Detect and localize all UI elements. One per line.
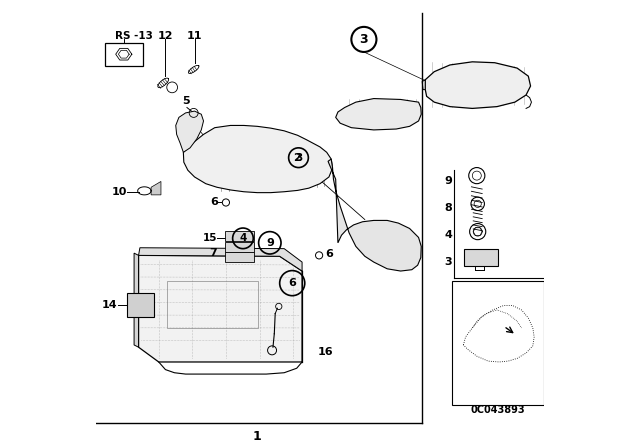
FancyBboxPatch shape (127, 293, 154, 317)
Text: 6: 6 (288, 278, 296, 288)
Polygon shape (328, 159, 421, 271)
Text: 1: 1 (253, 430, 262, 444)
Text: 12: 12 (157, 31, 173, 41)
Text: RS -13: RS -13 (115, 31, 153, 41)
Polygon shape (176, 111, 204, 152)
FancyBboxPatch shape (96, 0, 544, 448)
Text: 3: 3 (295, 153, 302, 163)
Text: 7: 7 (209, 248, 217, 258)
Text: 5: 5 (182, 96, 189, 106)
Text: 10: 10 (112, 187, 127, 197)
Text: 4: 4 (239, 233, 246, 243)
Text: 14: 14 (102, 300, 118, 310)
FancyBboxPatch shape (452, 281, 543, 405)
FancyBboxPatch shape (105, 43, 143, 66)
Polygon shape (336, 99, 421, 130)
Text: 8: 8 (444, 203, 452, 213)
FancyBboxPatch shape (464, 249, 499, 266)
Polygon shape (184, 125, 333, 193)
Text: 11: 11 (187, 31, 202, 41)
Polygon shape (139, 255, 302, 362)
Text: 15: 15 (202, 233, 217, 243)
Polygon shape (151, 181, 161, 195)
FancyBboxPatch shape (225, 231, 253, 241)
Text: 9: 9 (444, 177, 452, 186)
Text: 3: 3 (360, 33, 368, 46)
Text: 3: 3 (445, 257, 452, 267)
Text: 2: 2 (293, 153, 301, 163)
Polygon shape (139, 248, 302, 271)
Text: 16: 16 (317, 347, 333, 357)
Text: 9: 9 (266, 238, 274, 248)
Text: 0C043893: 0C043893 (471, 405, 525, 415)
Text: 4: 4 (444, 230, 452, 240)
FancyBboxPatch shape (225, 252, 253, 262)
FancyBboxPatch shape (225, 242, 253, 252)
Polygon shape (425, 62, 531, 108)
Polygon shape (134, 253, 139, 347)
Text: 6: 6 (210, 198, 218, 207)
Text: 6: 6 (325, 250, 333, 259)
